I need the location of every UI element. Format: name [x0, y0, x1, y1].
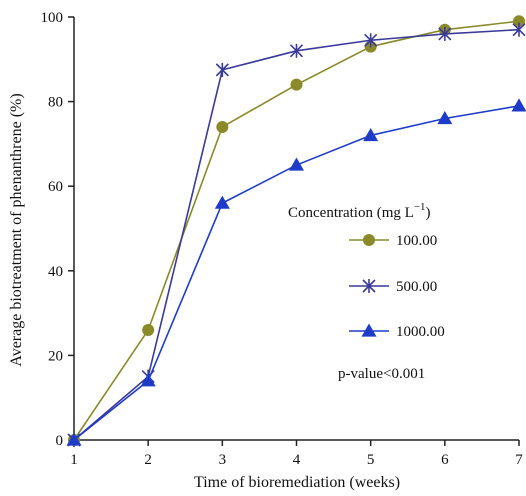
data-point — [364, 33, 378, 48]
series-line — [73, 28, 520, 441]
legend-label: 100.00 — [396, 233, 437, 249]
y-tick-label: 60 — [48, 179, 63, 195]
data-point — [289, 43, 304, 58]
p-value-annotation: p-value<0.001 — [338, 366, 425, 382]
legend-title-end: ) — [426, 205, 431, 221]
data-point — [142, 324, 155, 337]
legend-item: 1000.00 — [349, 323, 445, 340]
y-tick-label: 40 — [48, 264, 63, 280]
data-point — [216, 120, 229, 133]
series-1000.00 — [66, 98, 526, 446]
data-point — [512, 22, 526, 37]
x-tick-label: 1 — [70, 452, 78, 468]
x-tick-label: 7 — [515, 452, 523, 468]
y-tick-label: 100 — [41, 10, 64, 26]
legend-title-sup: −1 — [414, 201, 426, 213]
legend: Concentration (mg L−1) 100.00 500.00 1000.… — [288, 201, 445, 340]
legend-label: 500.00 — [396, 279, 437, 295]
ticks: 1 2 3 4 5 6 7 0 20 40 60 80 100 — [41, 10, 524, 468]
data-point — [215, 62, 229, 77]
y-tick-label: 80 — [48, 95, 63, 111]
legend-item: 100.00 — [349, 233, 437, 249]
x-tick-label: 3 — [219, 452, 227, 468]
data-point — [140, 373, 156, 387]
y-axis-title: Average biotreatment of phenanthrene (%) — [8, 93, 25, 366]
y-tick-label: 0 — [56, 433, 64, 449]
legend-label: 1000.00 — [396, 324, 445, 340]
data-point — [438, 26, 452, 41]
x-tick-label: 6 — [441, 452, 449, 468]
series-layer — [66, 15, 526, 447]
data-point — [513, 15, 525, 28]
x-tick-label: 2 — [144, 452, 152, 468]
data-point — [511, 98, 526, 112]
data-point — [363, 127, 379, 142]
data-point — [363, 234, 375, 246]
series-line — [73, 105, 520, 441]
legend-title-main: Concentration (mg L — [288, 205, 414, 221]
data-point — [214, 195, 230, 209]
x-tick-label: 4 — [293, 452, 301, 468]
series-100.00 — [68, 15, 525, 446]
legend-title: Concentration (mg L−1) — [288, 201, 431, 221]
data-point — [66, 432, 82, 446]
data-point — [290, 78, 303, 91]
data-point — [437, 111, 453, 125]
data-point — [362, 279, 376, 293]
legend-items: 100.00 500.00 1000.00 — [349, 233, 445, 340]
x-tick-label: 5 — [367, 452, 375, 468]
x-axis-title: Time of bioremediation (weeks) — [194, 474, 400, 491]
y-tick-label: 20 — [48, 348, 63, 364]
data-point — [361, 323, 377, 337]
data-point — [289, 157, 304, 171]
legend-item: 500.00 — [349, 279, 437, 295]
